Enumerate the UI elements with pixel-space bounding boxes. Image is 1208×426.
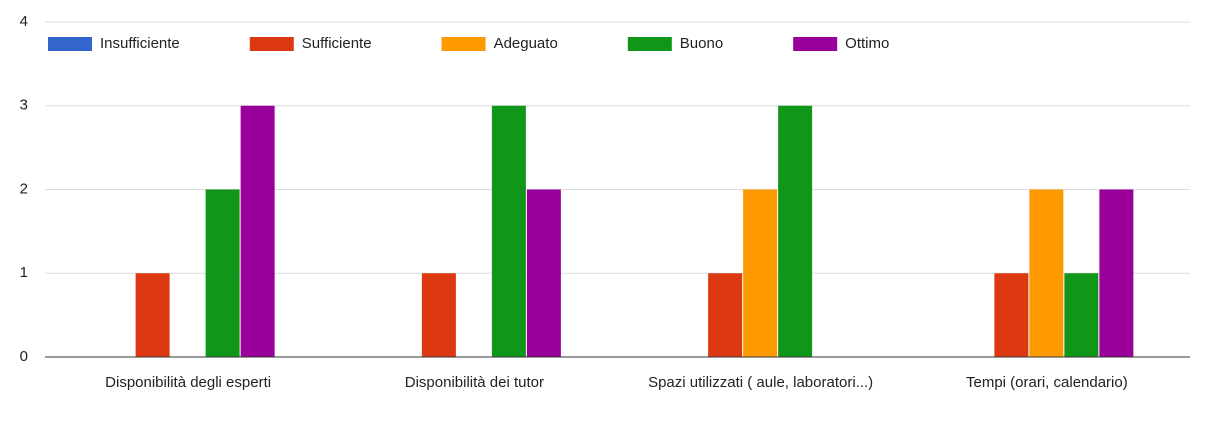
x-tick-label: Disponibilità dei tutor [404, 374, 544, 391]
bar [743, 189, 778, 357]
y-tick-label: 2 [20, 180, 28, 197]
x-tick-label: Disponibilità degli esperti [105, 374, 272, 391]
bar [778, 105, 813, 357]
bar [1064, 273, 1099, 357]
bar [708, 273, 743, 357]
y-tick-label: 1 [20, 264, 28, 281]
legend-label: Insufficiente [100, 35, 180, 52]
bar [491, 105, 526, 357]
bar [421, 273, 456, 357]
legend-swatch [793, 37, 838, 51]
legend-swatch [48, 37, 92, 51]
legend-label: Buono [680, 35, 723, 52]
x-tick-label: Tempi (orari, calendario) [966, 374, 1128, 391]
bar [240, 105, 275, 357]
legend-label: Adeguato [494, 35, 558, 52]
bar [1029, 189, 1064, 357]
bar [1099, 189, 1134, 357]
legend-swatch [249, 37, 294, 51]
y-tick-label: 3 [20, 97, 28, 114]
bar [526, 189, 561, 357]
bar [135, 273, 170, 357]
legend-swatch [441, 37, 486, 51]
legend-swatch [627, 37, 672, 51]
bar [205, 189, 240, 357]
legend-label: Sufficiente [302, 35, 372, 52]
x-tick-label: Spazi utilizzati ( aule, laboratori...) [648, 374, 874, 391]
legend-label: Ottimo [845, 35, 889, 52]
bar [994, 273, 1029, 357]
y-tick-label: 4 [20, 13, 28, 30]
y-tick-label: 0 [20, 348, 28, 365]
